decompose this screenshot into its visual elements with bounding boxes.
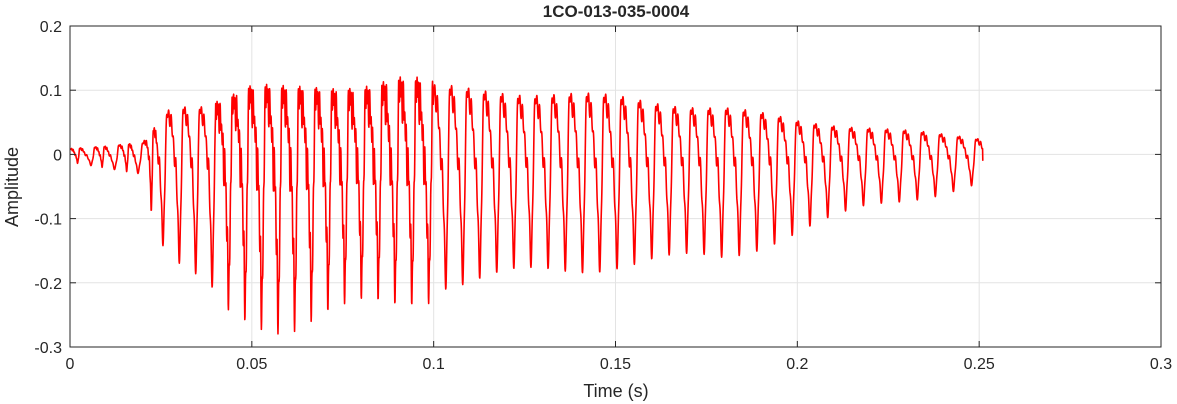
x-axis-label: Time (s) — [583, 381, 648, 401]
y-tick-label-5: 0.2 — [40, 19, 62, 36]
x-tick-label-0: 0 — [66, 356, 75, 373]
series-line-0 — [70, 76, 984, 335]
chart-title: 1CO-013-035-0004 — [543, 2, 690, 21]
y-tick-label-3: 0 — [53, 147, 62, 164]
x-tick-label-5: 0.25 — [964, 356, 995, 373]
y-tick-label-4: 0.1 — [40, 83, 62, 100]
x-tick-label-3: 0.15 — [600, 356, 631, 373]
x-tick-label-4: 0.2 — [786, 356, 808, 373]
x-tick-label-6: 0.3 — [1150, 356, 1172, 373]
x-tick-label-1: 0.05 — [236, 356, 267, 373]
plot-area: 0 0.05 0.1 0.15 0.2 0.25 0.3 -0.3 -0.2 -0.1 0 0.1 0.… — [34, 19, 1172, 373]
y-tick-label-1: -0.2 — [34, 276, 62, 293]
x-tick-label-2: 0.1 — [423, 356, 445, 373]
y-axis-label: Amplitude — [2, 147, 22, 227]
y-tick-label-0: -0.3 — [34, 340, 62, 357]
y-tick-label-2: -0.1 — [34, 212, 62, 229]
